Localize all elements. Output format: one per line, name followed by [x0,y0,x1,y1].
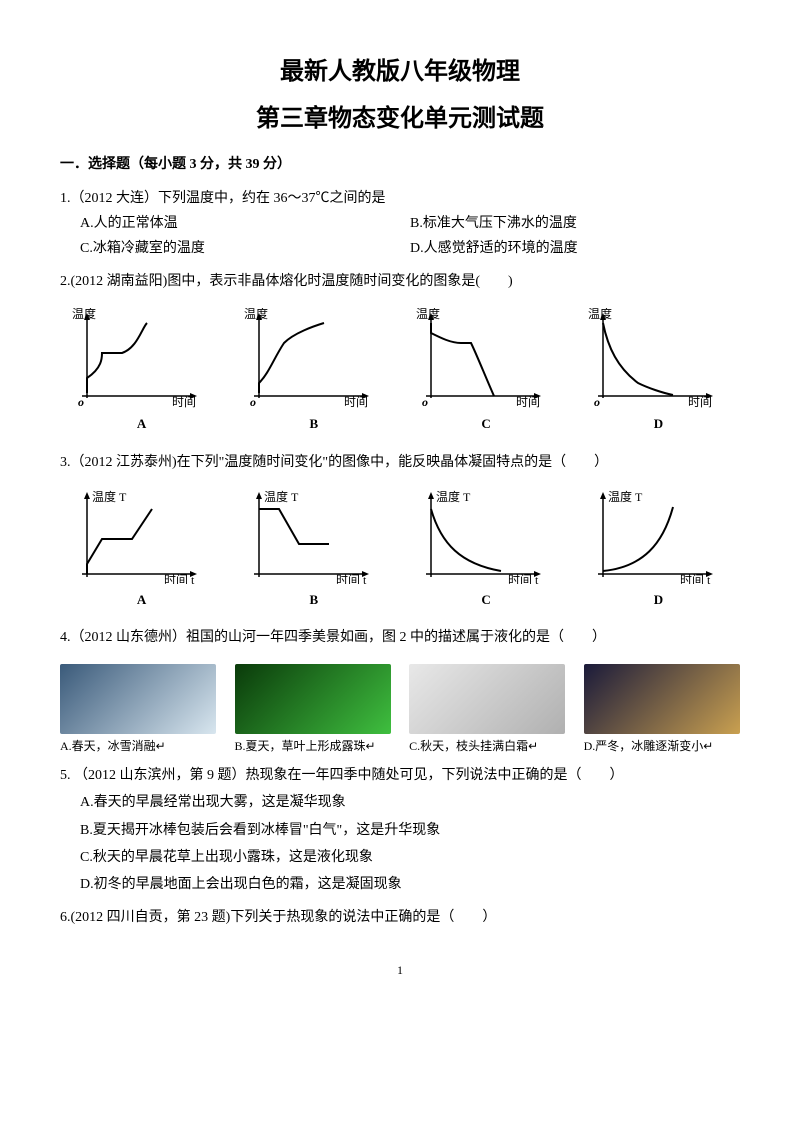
q6-stem: 6.(2012 四川自贡，第 23 题)下列关于热现象的说法中正确的是（ ） [60,905,740,930]
q1-opt-b: B.标准大气压下沸水的温度 [410,211,740,236]
svg-text:温度 T: 温度 T [92,489,127,504]
q4-img-a: A.春天，冰雪消融↵ [60,664,216,755]
question-4: 4.（2012 山东德州）祖国的山河一年四季美景如画，图 2 中的描述属于液化的… [60,625,740,755]
q3-graph-d: 温度 T 时间 t D [577,489,740,611]
q5-opt-c: C.秋天的早晨花草上出现小露珠，这是液化现象 [80,845,740,870]
q1-stem: 1.（2012 大连）下列温度中，约在 36～37℃之间的是 [60,186,740,211]
svg-text:o: o [250,395,256,408]
q5-stem: 5. （2012 山东滨州，第 9 题）热现象在一年四季中随处可见，下列说法中正… [60,763,740,788]
svg-text:时间 t: 时间 t [508,573,539,584]
question-3: 3.（2012 江苏泰州)在下列"温度随时间变化"的图像中，能反映晶体凝固特点的… [60,450,740,612]
q2-graph-a: 温度 o 时间 A [60,308,223,435]
q4-img-c: C.秋天，枝头挂满白霜↵ [409,664,565,755]
q3-stem: 3.（2012 江苏泰州)在下列"温度随时间变化"的图像中，能反映晶体凝固特点的… [60,450,740,475]
svg-text:温度 T: 温度 T [608,489,643,504]
svg-text:时间: 时间 [516,395,540,408]
svg-text:温度 T: 温度 T [264,489,299,504]
svg-text:温度: 温度 [588,308,612,321]
title-line2: 第三章物态变化单元测试题 [60,97,740,140]
page-number: 1 [60,960,740,982]
svg-text:时间 t: 时间 t [164,573,195,584]
svg-text:时间 t: 时间 t [336,573,367,584]
svg-text:o: o [422,395,428,408]
q2-graph-b: 温度 o 时间 B [232,308,395,435]
q4-img-d: D.严冬，冰雕逐渐变小↵ [584,664,740,755]
q4-images: A.春天，冰雪消融↵ B.夏天，草叶上形成露珠↵ C.秋天，枝头挂满白霜↵ D.… [60,664,740,755]
q5-opt-d: D.初冬的早晨地面上会出现白色的霜，这是凝固现象 [80,872,740,897]
q5-opt-a: A.春天的早晨经常出现大雾，这是凝华现象 [80,790,740,815]
q3-graph-c: 温度 T 时间 t C [405,489,568,611]
q3-graph-b: 温度 T 时间 t B [232,489,395,611]
q4-img-b: B.夏天，草叶上形成露珠↵ [235,664,391,755]
q1-opt-a: A.人的正常体温 [80,211,410,236]
q2-graph-c: 温度 o 时间 C [405,308,568,435]
question-2: 2.(2012 湖南益阳)图中，表示非晶体熔化时温度随时间变化的图象是( ) 温… [60,269,740,436]
title-line1: 最新人教版八年级物理 [60,50,740,93]
question-1: 1.（2012 大连）下列温度中，约在 36～37℃之间的是 A.人的正常体温 … [60,186,740,262]
q2-graphs: 温度 o 时间 A 温度 o 时间 B [60,308,740,435]
q1-opt-d: D.人感觉舒适的环境的温度 [410,236,740,261]
q3-graph-a: 温度 T 时间 t A [60,489,223,611]
section-heading: 一．选择题（每小题 3 分，共 39 分） [60,152,740,177]
svg-text:时间: 时间 [344,395,368,408]
svg-text:时间: 时间 [688,395,712,408]
svg-text:时间 t: 时间 t [680,573,711,584]
svg-text:时间: 时间 [172,395,196,408]
question-6: 6.(2012 四川自贡，第 23 题)下列关于热现象的说法中正确的是（ ） [60,905,740,930]
svg-text:温度: 温度 [416,308,440,321]
q4-stem: 4.（2012 山东德州）祖国的山河一年四季美景如画，图 2 中的描述属于液化的… [60,625,740,650]
svg-text:o: o [594,395,600,408]
svg-text:温度: 温度 [244,308,268,321]
q5-opt-b: B.夏天揭开冰棒包装后会看到冰棒冒"白气"，这是升华现象 [80,818,740,843]
svg-text:温度 T: 温度 T [436,489,471,504]
svg-text:温度: 温度 [72,308,96,321]
q1-opt-c: C.冰箱冷藏室的温度 [80,236,410,261]
question-5: 5. （2012 山东滨州，第 9 题）热现象在一年四季中随处可见，下列说法中正… [60,763,740,897]
q2-graph-d: 温度 o 时间 D [577,308,740,435]
q3-graphs: 温度 T 时间 t A 温度 T 时间 t B [60,489,740,611]
q2-stem: 2.(2012 湖南益阳)图中，表示非晶体熔化时温度随时间变化的图象是( ) [60,269,740,294]
svg-text:o: o [78,395,84,408]
